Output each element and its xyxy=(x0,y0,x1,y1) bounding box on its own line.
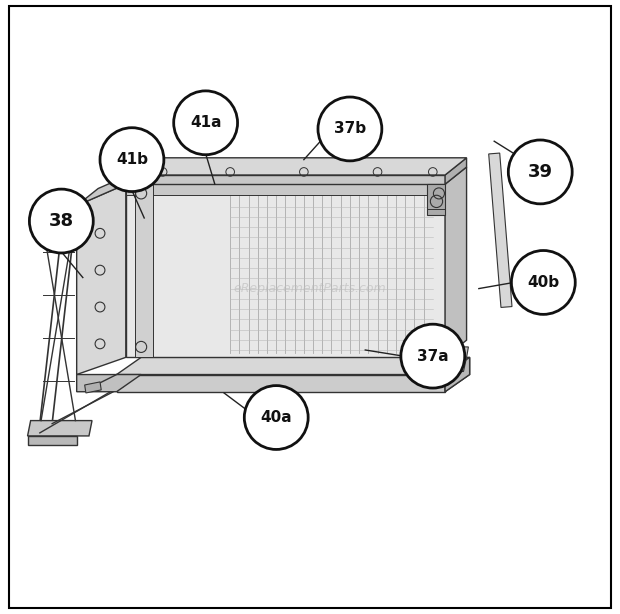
Text: 40b: 40b xyxy=(527,275,559,290)
Polygon shape xyxy=(427,184,445,215)
Polygon shape xyxy=(126,184,445,357)
Polygon shape xyxy=(27,436,77,445)
Text: 41a: 41a xyxy=(190,115,221,130)
Circle shape xyxy=(318,97,382,161)
Polygon shape xyxy=(445,167,467,357)
Text: 41b: 41b xyxy=(116,152,148,167)
Text: 37a: 37a xyxy=(417,349,449,363)
Polygon shape xyxy=(27,421,92,436)
Text: 40a: 40a xyxy=(260,410,292,425)
Circle shape xyxy=(100,128,164,192)
Text: 38: 38 xyxy=(49,212,74,230)
Polygon shape xyxy=(126,175,445,184)
Circle shape xyxy=(401,324,465,388)
Text: 37b: 37b xyxy=(334,122,366,136)
Polygon shape xyxy=(126,158,467,175)
Polygon shape xyxy=(445,158,467,184)
Circle shape xyxy=(512,251,575,314)
Circle shape xyxy=(29,189,93,253)
Polygon shape xyxy=(427,357,467,371)
Polygon shape xyxy=(117,357,469,375)
Polygon shape xyxy=(445,357,469,392)
Polygon shape xyxy=(85,382,101,393)
Polygon shape xyxy=(126,184,445,195)
Polygon shape xyxy=(445,357,469,392)
Circle shape xyxy=(508,140,572,204)
Polygon shape xyxy=(489,153,512,308)
Circle shape xyxy=(244,386,308,449)
Circle shape xyxy=(174,91,237,155)
Polygon shape xyxy=(126,167,467,184)
Polygon shape xyxy=(135,184,153,357)
Polygon shape xyxy=(430,347,469,357)
Polygon shape xyxy=(77,184,126,375)
Polygon shape xyxy=(77,375,141,392)
Polygon shape xyxy=(77,167,148,206)
Text: eReplacementParts.com: eReplacementParts.com xyxy=(234,282,386,295)
Text: 39: 39 xyxy=(528,163,553,181)
Polygon shape xyxy=(117,375,445,392)
